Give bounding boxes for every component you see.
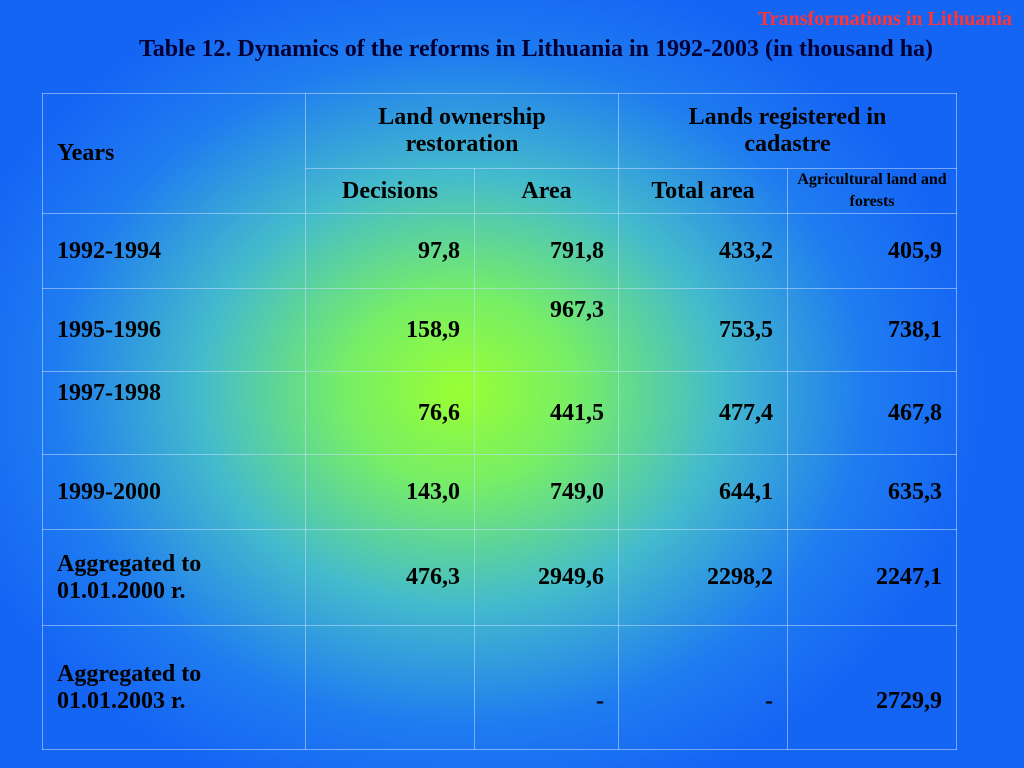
value-cell: 433,2 xyxy=(618,213,788,289)
header-text: Lands registered in cadastre xyxy=(688,104,887,157)
value-cell: 441,5 xyxy=(474,371,619,455)
value-cell: 158,9 xyxy=(305,288,475,372)
value-cell: 753,5 xyxy=(618,288,788,372)
value-cell: 967,3 xyxy=(474,288,619,372)
table-row: Aggregated to 01.01.2003 r. - -2729,9 xyxy=(42,625,957,750)
value-cell: 97,8 xyxy=(305,213,475,289)
header-cell: Total area xyxy=(618,168,788,214)
value-cell: 2949,6 xyxy=(474,529,619,626)
value-cell: 477,4 xyxy=(618,371,788,455)
value-cell: 2729,9 xyxy=(787,625,957,750)
value-cell: 738,1 xyxy=(787,288,957,372)
value-cell: - xyxy=(618,625,788,750)
header-cell: Years xyxy=(42,93,306,214)
row-label: 1992-1994 xyxy=(42,213,306,289)
table-row: 1999-2000 143,0 749,0 644,1 635,3 xyxy=(42,454,957,530)
header-cell: Agricultural land and forests xyxy=(787,168,957,214)
value-cell: 644,1 xyxy=(618,454,788,530)
row-label: 1997-1998 xyxy=(42,371,306,455)
header-cell: Decisions xyxy=(305,168,475,214)
header-cell: Area xyxy=(474,168,619,214)
value-cell: 467,8 xyxy=(787,371,957,455)
value-cell: 143,0 xyxy=(305,454,475,530)
slide-subtitle: Transformations in Lithuania xyxy=(757,8,1012,30)
table-row: 1997-1998 76,6 441,5 477,4 467,8 xyxy=(42,371,957,455)
table-row: Aggregated to 01.01.2000 r. 476,3 2949,6 22… xyxy=(42,529,957,626)
value-cell: - xyxy=(474,625,619,750)
table-row: 1995-1996 158,9 967,3 753,5 738,1 xyxy=(42,288,957,372)
header-text: Land ownership restoration xyxy=(378,104,546,157)
header-cell: Land ownership restoration xyxy=(305,93,619,169)
value-cell: 405,9 xyxy=(787,213,957,289)
value-cell: 2298,2 xyxy=(618,529,788,626)
row-label: 1995-1996 xyxy=(42,288,306,372)
table-body: 1992-1994 97,8 791,8 433,2 405,9 1995-1996 158… xyxy=(42,213,957,750)
row-label: Aggregated to 01.01.2003 r. xyxy=(42,625,306,750)
value-cell xyxy=(305,625,475,750)
value-cell: 791,8 xyxy=(474,213,619,289)
row-label: Aggregated to 01.01.2000 r. xyxy=(42,529,306,626)
value-cell: 2247,1 xyxy=(787,529,957,626)
row-label: 1999-2000 xyxy=(42,454,306,530)
value-cell: 749,0 xyxy=(474,454,619,530)
table-row: 1992-1994 97,8 791,8 433,2 405,9 xyxy=(42,213,957,289)
value-cell: 76,6 xyxy=(305,371,475,455)
header-cell: Lands registered in cadastre xyxy=(618,93,957,169)
reforms-table: Years Land ownership restoration Lands r… xyxy=(42,93,957,750)
value-cell: 635,3 xyxy=(787,454,957,530)
slide-title: Table 12. Dynamics of the reforms in Lit… xyxy=(138,36,934,62)
value-cell: 476,3 xyxy=(305,529,475,626)
